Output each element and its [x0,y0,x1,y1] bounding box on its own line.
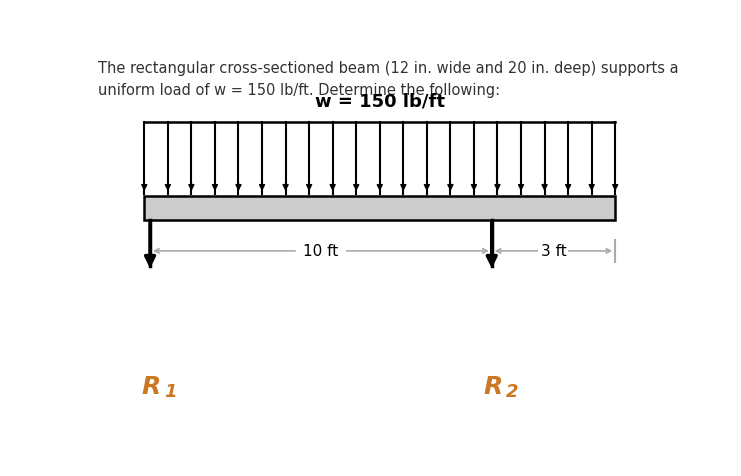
Text: 3 ft: 3 ft [541,244,566,259]
Text: 2: 2 [506,382,519,400]
Text: 10 ft: 10 ft [303,244,339,259]
Text: R: R [483,374,502,398]
Bar [144,197,615,220]
Text: 1: 1 [165,382,177,400]
Text: R: R [142,374,161,398]
Text: The rectangular cross-sectioned beam (12 in. wide and 20 in. deep) supports a
un: The rectangular cross-sectioned beam (12… [99,61,679,98]
Text: w = 150 lb/ft: w = 150 lb/ft [315,92,445,110]
